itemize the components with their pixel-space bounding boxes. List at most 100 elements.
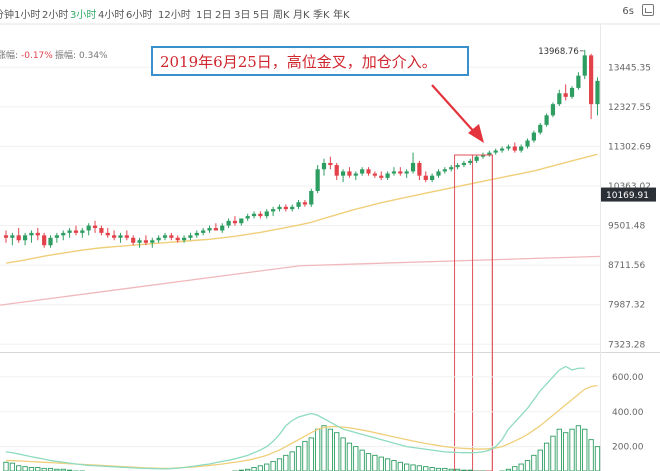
macd-bar-3	[22, 466, 28, 471]
candle-body-55	[353, 173, 358, 176]
candle-body-20	[131, 237, 136, 243]
y-tick-label-1: 12327.55	[608, 103, 651, 113]
timeframe-tab-1[interactable]: 1小时	[14, 10, 41, 21]
candle-76	[487, 150, 492, 157]
candle-body-62	[398, 171, 403, 174]
macd-bar-45	[289, 451, 295, 471]
high-marker-label: 13968.76	[538, 47, 579, 57]
timeframe-tab-8[interactable]: 2日	[215, 10, 232, 21]
timeframe-tab-2[interactable]: 2小时	[42, 10, 69, 21]
timeframe-tab-10[interactable]: 5日	[253, 10, 270, 21]
macd-tick-label-1: 400.00	[612, 408, 644, 418]
candle-64	[410, 152, 416, 174]
macd-bar-5	[35, 467, 41, 471]
timeframe-tab-7[interactable]: 1日	[196, 10, 213, 21]
candle-85	[544, 113, 549, 127]
candle-body-45	[290, 206, 295, 210]
candle-4	[29, 230, 34, 243]
candle-2	[16, 228, 21, 243]
macd-bar-46	[295, 446, 302, 471]
macd-bar-60	[384, 458, 391, 471]
candle-48	[309, 188, 314, 207]
timeframe-tab-9[interactable]: 3日	[234, 10, 251, 21]
candle-1	[10, 232, 15, 246]
candle-15	[99, 225, 104, 236]
candle-56	[360, 167, 365, 176]
candle-57	[366, 167, 371, 176]
macd-bar-66	[423, 466, 429, 471]
candle-9	[61, 230, 66, 241]
timeframe-tab-12[interactable]: 月K	[293, 10, 310, 21]
candle-body-13	[86, 225, 91, 231]
timeframe-tab-11[interactable]: 周K	[273, 10, 290, 21]
annotation-arrowhead	[468, 124, 484, 143]
candle-body-81	[519, 146, 524, 151]
candle-20	[131, 235, 136, 246]
candle-43	[277, 204, 282, 212]
refresh-interval[interactable]: 6s	[622, 6, 634, 17]
candle-38	[245, 213, 250, 221]
candle-23	[150, 237, 155, 248]
candle-body-31	[201, 230, 206, 233]
timeframe-tab-4[interactable]: 4小时	[98, 10, 125, 21]
candle-body-18	[118, 235, 123, 238]
candle-59	[379, 171, 384, 180]
timeframe-tab-3[interactable]: 3小时	[70, 10, 97, 21]
candle-69	[442, 167, 447, 174]
timeframe-tab-13[interactable]: 季K	[313, 10, 330, 21]
candle-body-67	[430, 175, 435, 180]
candle-body-60	[385, 173, 390, 178]
candle-body-73	[468, 160, 473, 163]
candle-body-50	[321, 162, 327, 170]
macd-bar-91	[582, 428, 588, 471]
y-tick-label-3: 10363.02	[608, 182, 651, 192]
candle-74	[474, 154, 479, 163]
macd-bar-88	[563, 432, 569, 471]
candle-47	[302, 199, 308, 207]
candle-53	[340, 169, 346, 183]
candle-8	[54, 232, 59, 243]
candle-45	[290, 204, 295, 212]
macd-bar-52	[334, 432, 340, 471]
candle-13	[86, 223, 91, 236]
candle-80	[512, 142, 517, 153]
candle-10	[67, 228, 72, 238]
candle-34	[220, 223, 225, 233]
timeframe-tab-14[interactable]: 年K	[333, 10, 350, 21]
candle-body-54	[347, 171, 352, 176]
candle-body-28	[181, 237, 187, 241]
candle-29	[188, 232, 193, 241]
candle-24	[156, 235, 161, 243]
candle-body-37	[239, 218, 244, 224]
macd-bar-83	[531, 454, 537, 471]
candle-body-10	[67, 230, 72, 233]
candle-body-74	[474, 156, 479, 161]
expand-icon[interactable]	[642, 4, 654, 16]
candle-49	[315, 165, 320, 194]
candle-body-5	[35, 232, 40, 236]
macd-bar-53	[340, 437, 346, 471]
candle-body-34	[220, 225, 225, 231]
macd-bar-48	[308, 437, 314, 471]
candle-body-2	[16, 235, 21, 241]
candle-82	[525, 138, 530, 149]
macd-bar-50	[321, 425, 327, 471]
candle-body-71	[455, 165, 460, 168]
candle-body-72	[461, 162, 467, 166]
candle-body-3	[22, 235, 28, 241]
candle-68	[436, 169, 441, 178]
macd-bar-55	[353, 446, 359, 471]
macd-bar-92	[588, 439, 594, 471]
macd-bar-87	[556, 428, 562, 471]
candle-body-64	[410, 162, 416, 172]
timeframe-tab-5[interactable]: 6小时	[126, 10, 153, 21]
candle-92	[589, 53, 594, 120]
macd-bar-80	[512, 466, 518, 471]
candle-body-17	[112, 235, 117, 238]
timeframe-tab-6[interactable]: 12小时	[158, 10, 191, 21]
candle-body-0	[3, 235, 9, 238]
candle-11	[73, 225, 79, 236]
highlight-box-inner	[472, 154, 493, 471]
candle-body-93	[595, 80, 600, 105]
timeframe-tab-0[interactable]: 分钟	[0, 10, 14, 21]
